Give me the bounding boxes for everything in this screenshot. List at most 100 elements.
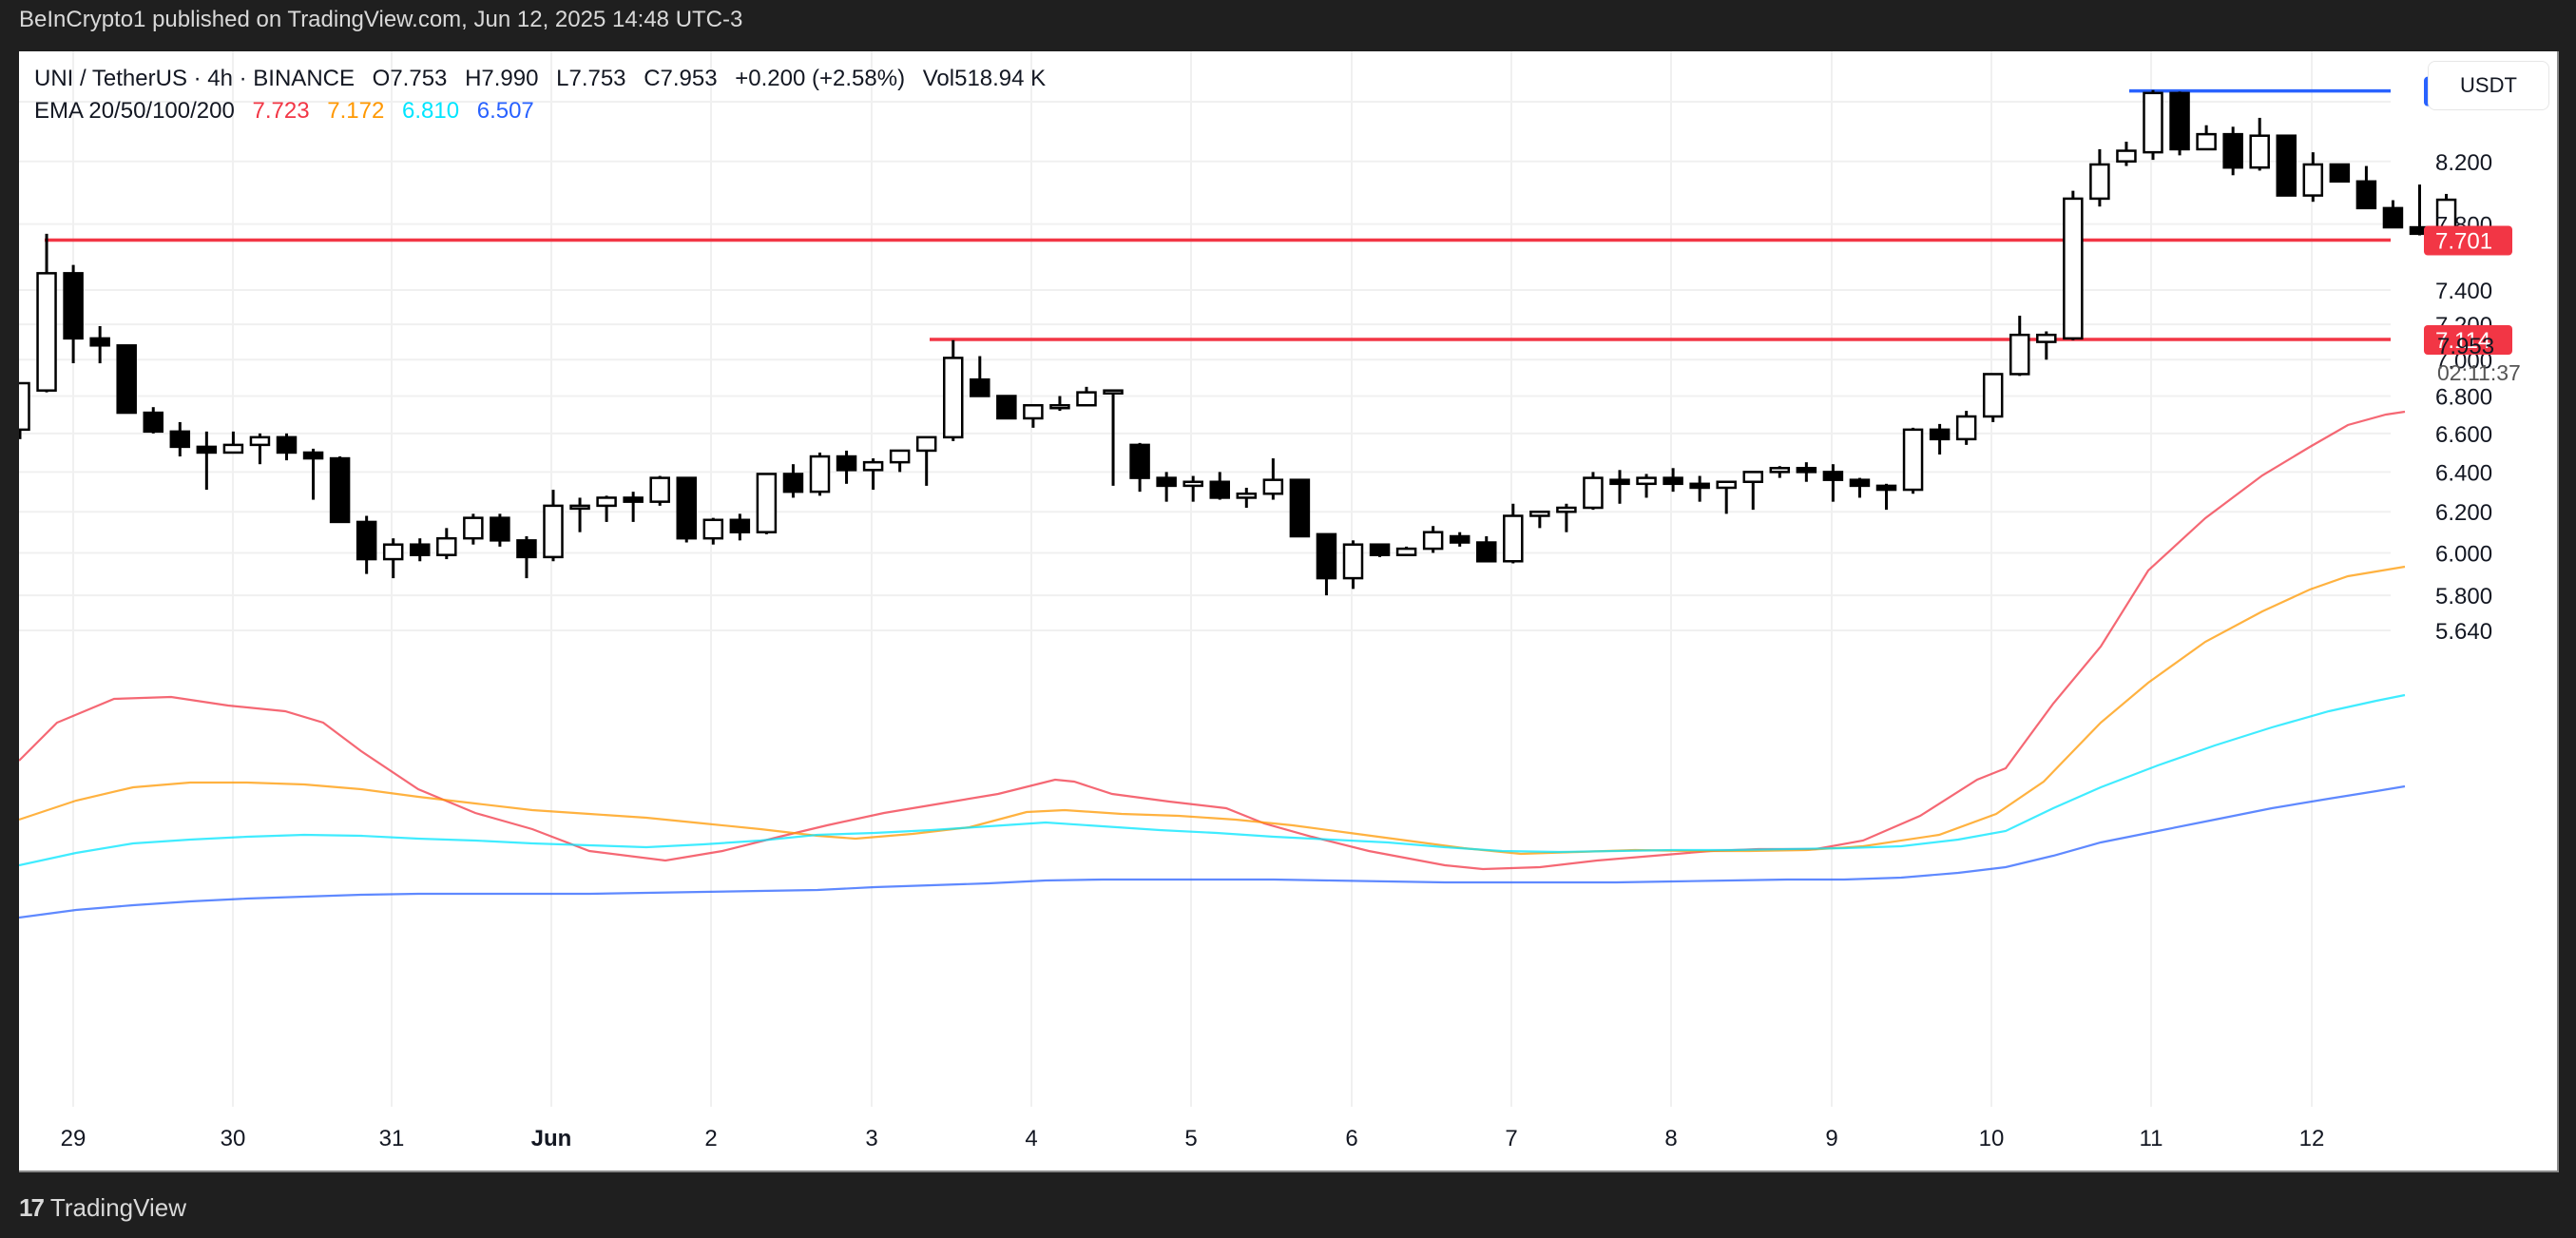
candle[interactable] — [2355, 165, 2377, 210]
candle[interactable] — [623, 492, 644, 522]
candle[interactable] — [1955, 411, 1977, 445]
candle[interactable] — [2222, 126, 2243, 176]
candle[interactable] — [1262, 458, 1284, 500]
candle[interactable] — [596, 495, 617, 522]
candle[interactable] — [1049, 396, 1070, 412]
candle[interactable] — [1476, 536, 1497, 563]
candle[interactable] — [2009, 316, 2030, 377]
currency-button[interactable]: USDT — [2428, 61, 2549, 110]
candle[interactable] — [249, 433, 271, 465]
candle[interactable] — [2089, 148, 2110, 207]
candle[interactable] — [1556, 503, 1577, 532]
candle[interactable] — [143, 407, 163, 434]
volume-value: Vol518.94 K — [922, 66, 1047, 91]
candle[interactable] — [543, 490, 564, 562]
candle[interactable] — [1716, 480, 1737, 514]
candle[interactable] — [1422, 526, 1444, 553]
candle[interactable] — [943, 339, 964, 441]
candle[interactable] — [1316, 532, 1337, 596]
candle[interactable] — [356, 515, 377, 574]
candle[interactable] — [996, 395, 1017, 420]
candle[interactable] — [1503, 503, 1524, 564]
candle[interactable] — [915, 435, 937, 486]
candle[interactable] — [1395, 546, 1417, 556]
candle[interactable] — [1849, 477, 1871, 498]
candle[interactable] — [2036, 331, 2057, 360]
candle[interactable] — [436, 528, 457, 560]
candle[interactable] — [2169, 91, 2190, 156]
ema-label[interactable]: EMA 20/50/100/200 — [34, 98, 235, 124]
candle[interactable] — [676, 476, 697, 543]
candle[interactable] — [1583, 472, 1604, 511]
candle[interactable] — [1929, 423, 1951, 455]
symbol-label[interactable]: UNI / TetherUS · 4h · BINANCE — [34, 66, 355, 91]
candle[interactable] — [1689, 475, 1710, 502]
candle[interactable] — [2302, 152, 2324, 203]
candle[interactable] — [1023, 403, 1044, 428]
price-level-badge[interactable] — [2424, 324, 2512, 355]
candle[interactable] — [862, 458, 884, 491]
candle[interactable] — [729, 513, 751, 541]
candle[interactable] — [2276, 134, 2297, 197]
candle[interactable] — [649, 475, 670, 506]
candle[interactable] — [970, 356, 990, 397]
candle[interactable] — [1449, 532, 1471, 547]
candle[interactable] — [36, 233, 57, 393]
candle[interactable] — [1103, 389, 1124, 486]
candle[interactable] — [19, 381, 30, 439]
candle[interactable] — [2329, 163, 2351, 184]
candle[interactable] — [2382, 200, 2404, 229]
candle[interactable] — [1982, 373, 2004, 422]
publish-bar: BeInCrypto1 published on TradingView.com… — [0, 0, 2576, 51]
candle[interactable] — [2116, 142, 2137, 166]
candle[interactable] — [1182, 475, 1203, 502]
candle[interactable] — [169, 421, 191, 457]
candle[interactable] — [1156, 472, 1177, 502]
candle[interactable] — [756, 473, 778, 534]
candle[interactable] — [1236, 487, 1258, 508]
candle[interactable] — [1076, 386, 1097, 407]
candle[interactable] — [1902, 427, 1924, 494]
candle[interactable] — [196, 431, 218, 491]
candle[interactable] — [1342, 540, 1364, 590]
candle[interactable] — [116, 344, 137, 415]
candle[interactable] — [410, 538, 431, 562]
candle[interactable] — [2196, 125, 2217, 151]
candle[interactable] — [836, 450, 857, 484]
chart-frame[interactable]: 8.6008.2007.8007.4007.2007.0006.8006.600… — [19, 51, 2559, 1172]
candle[interactable] — [1609, 470, 1630, 504]
candle[interactable] — [782, 464, 804, 498]
candle[interactable] — [1742, 471, 1763, 511]
candle[interactable] — [490, 513, 510, 547]
candle[interactable] — [222, 431, 244, 455]
candle[interactable] — [1796, 462, 1817, 482]
candle[interactable] — [302, 448, 324, 500]
candle[interactable] — [1663, 468, 1683, 493]
candle[interactable] — [1822, 464, 1844, 502]
candle[interactable] — [463, 513, 484, 545]
candle[interactable] — [1636, 474, 1657, 498]
candle[interactable] — [1769, 466, 1791, 478]
candle[interactable] — [2143, 89, 2163, 161]
candle[interactable] — [276, 433, 298, 461]
candle[interactable] — [1875, 483, 1897, 511]
candle[interactable] — [2063, 190, 2084, 340]
candle[interactable] — [889, 449, 911, 473]
candle[interactable] — [1209, 472, 1230, 500]
candle[interactable] — [702, 517, 724, 545]
candle[interactable] — [329, 456, 351, 524]
price-chart[interactable]: 8.6008.2007.8007.4007.2007.0006.8006.600… — [19, 51, 2557, 1170]
candle[interactable] — [89, 325, 110, 364]
tradingview-brand[interactable]: TradingView — [49, 1192, 186, 1222]
candle[interactable] — [1369, 543, 1391, 557]
candle[interactable] — [516, 536, 537, 579]
candle[interactable] — [809, 452, 831, 496]
candle[interactable] — [1129, 442, 1150, 493]
candle[interactable] — [1289, 478, 1311, 538]
price-level-badge[interactable] — [2424, 225, 2512, 256]
candle[interactable] — [2249, 117, 2270, 171]
candle[interactable] — [63, 264, 84, 364]
candle[interactable] — [569, 497, 590, 532]
candle[interactable] — [1529, 510, 1550, 529]
candle[interactable] — [382, 538, 404, 579]
